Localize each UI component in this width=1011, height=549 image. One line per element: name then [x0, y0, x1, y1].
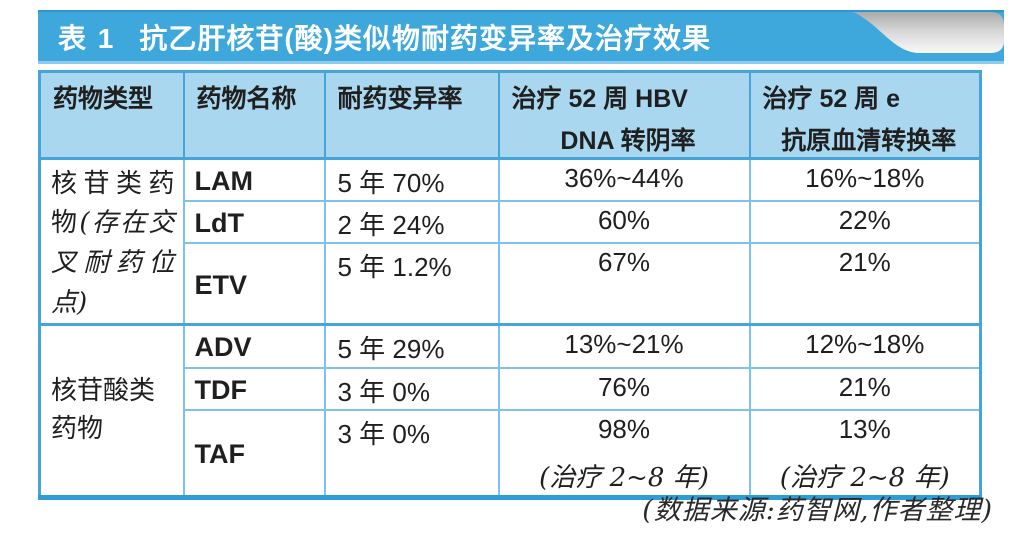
column-header-seroconversion-rate: 治疗 52 周 e 抗原血清转换率	[748, 70, 982, 160]
cell-seroconversion-rate: 22%	[748, 200, 982, 245]
cell-hbv-dna-rate: 36%~44%	[497, 157, 751, 203]
cell-drug-name: ETV	[182, 242, 326, 326]
header-line1: 耐药变异率	[337, 85, 463, 113]
cell-hbv-dna-rate: 76%	[497, 366, 751, 411]
cell-resistance-rate: 2 年 24%	[323, 200, 500, 245]
table-row-taf: TAF 3 年 0% 98% (治疗 2~8 年) 13% (治疗 2~8 年)	[40, 408, 982, 499]
cell-resistance-rate: 5 年 29%	[323, 323, 500, 369]
rate-note: (治疗 2~8 年)	[779, 462, 950, 493]
cell-seroconversion-rate: 12%~18%	[748, 323, 982, 369]
table-row-etv: ETV 5 年 1.2% 67% 21%	[40, 242, 982, 326]
cell-hbv-dna-rate: 13%~21%	[497, 323, 751, 369]
header-row: 药物类型 药物名称 耐药变异率 治疗 52 周 HBV DNA 转阴率 治疗 5…	[38, 70, 982, 160]
rate-value: 13%	[838, 413, 891, 444]
rate-value: 98%	[597, 413, 651, 444]
table-row-ldt: LdT 2 年 24% 60% 22%	[40, 200, 982, 245]
cell-hbv-dna-rate: 67%	[497, 242, 751, 326]
header-line1: 治疗 52 周 e	[762, 85, 901, 113]
header-line1: 药物类型	[53, 85, 154, 113]
cell-drug-name: TDF	[182, 366, 326, 411]
drug-type-main: 核苷类药物	[51, 168, 175, 237]
data-source-note: (数据来源:药智网,作者整理)	[642, 495, 993, 526]
cell-drug-name: ADV	[182, 323, 326, 369]
column-header-resistance-rate: 耐药变异率	[323, 70, 500, 160]
cell-drug-type-group2: 核苷酸类药物	[38, 323, 185, 499]
drug-type-main: 核苷酸类药物	[51, 375, 156, 443]
column-header-drug-type: 药物类型	[38, 70, 185, 160]
table-row-tdf: TDF 3 年 0% 76% 21%	[40, 366, 982, 411]
header-line1: 治疗 52 周 HBV	[511, 85, 688, 113]
cell-seroconversion-rate: 16%~18%	[748, 157, 982, 203]
header-line1: 药物名称	[196, 85, 297, 113]
cell-seroconversion-rate: 13% (治疗 2~8 年)	[748, 408, 982, 499]
cell-seroconversion-rate: 21%	[748, 366, 982, 411]
cell-resistance-rate: 5 年 1.2%	[323, 242, 500, 326]
cell-resistance-rate: 5 年 70%	[323, 157, 500, 203]
table-title-bar: 表 1 抗乙肝核苷(酸)类似物耐药变异率及治疗效果	[38, 10, 1004, 64]
cell-resistance-rate: 3 年 0%	[323, 366, 500, 411]
table-title: 表 1 抗乙肝核苷(酸)类似物耐药变异率及治疗效果	[58, 12, 711, 61]
table-title-text: 抗乙肝核苷(酸)类似物耐药变异率及治疗效果	[139, 22, 712, 54]
table-row-lam: 核苷类药物(存在交叉耐药位点) LAM 5 年 70% 36%~44% 16%~…	[38, 157, 982, 326]
cell-drug-type-group1: 核苷类药物(存在交叉耐药位点)	[38, 157, 185, 326]
cell-hbv-dna-rate: 60%	[497, 200, 751, 245]
cell-drug-name: TAF	[182, 408, 326, 499]
cell-hbv-dna-rate: 98% (治疗 2~8 年)	[497, 408, 751, 499]
cell-resistance-rate: 3 年 0%	[323, 408, 500, 499]
header-line2: DNA 转阴率	[560, 127, 696, 155]
rate-note: (治疗 2~8 年)	[539, 462, 709, 493]
column-header-drug-name: 药物名称	[182, 70, 326, 160]
drug-type-note: (存在交叉耐药位点)	[51, 208, 175, 318]
cell-seroconversion-rate: 21%	[748, 242, 982, 326]
ribbon-tail-chevron-icon	[852, 12, 1004, 53]
table-row-adv: 核苷酸类药物 ADV 5 年 29% 13%~21% 12%~18%	[38, 323, 982, 499]
table-number-label: 表 1	[58, 22, 116, 54]
cell-drug-name: LAM	[182, 157, 326, 203]
header-line2: 抗原血清转换率	[781, 127, 957, 155]
drug-resistance-table: 药物类型 药物名称 耐药变异率 治疗 52 周 HBV DNA 转阴率 治疗 5…	[38, 70, 982, 500]
cell-drug-name: LdT	[182, 200, 326, 245]
column-header-hbv-dna-rate: 治疗 52 周 HBV DNA 转阴率	[497, 70, 751, 160]
